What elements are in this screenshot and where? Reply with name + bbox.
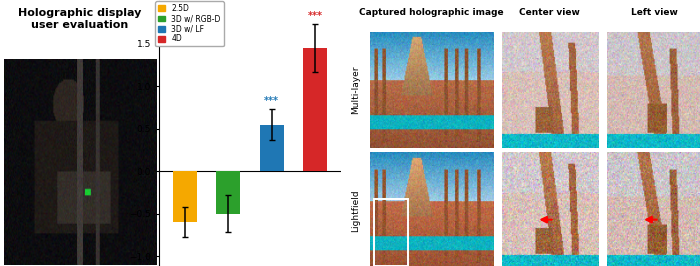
- Legend: 2.5D, 3D w/ RGB-D, 3D w/ LF, 4D: 2.5D, 3D w/ RGB-D, 3D w/ LF, 4D: [155, 1, 223, 46]
- Text: Captured holographic image: Captured holographic image: [359, 8, 504, 17]
- Text: Left view: Left view: [631, 8, 678, 17]
- Text: Lightfield: Lightfield: [351, 189, 360, 232]
- Text: Multi-layer: Multi-layer: [351, 66, 360, 114]
- Bar: [303, 48, 327, 171]
- Bar: [216, 171, 240, 214]
- Text: ***: ***: [307, 11, 323, 21]
- Text: Holographic display
user evaluation: Holographic display user evaluation: [18, 8, 141, 30]
- Bar: [173, 171, 197, 222]
- Text: ***: ***: [264, 96, 279, 106]
- Text: Center view: Center view: [519, 8, 580, 17]
- Bar: [260, 124, 284, 171]
